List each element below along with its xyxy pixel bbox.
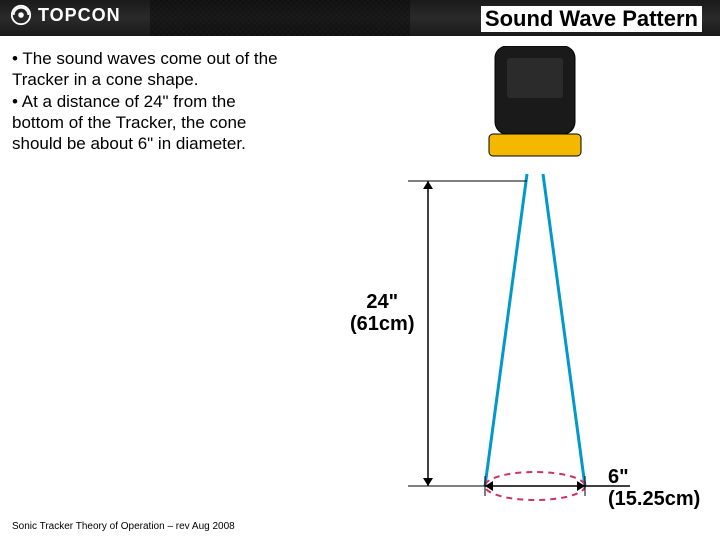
topcon-icon <box>10 4 32 26</box>
horizontal-dim-label: 6" (15.25cm) <box>608 466 700 510</box>
dim-secondary: (15.25cm) <box>608 488 700 510</box>
bullet-list: • The sound waves come out of the Tracke… <box>12 48 282 154</box>
brand-text: TOPCON <box>38 5 121 26</box>
diagram-svg <box>330 46 700 526</box>
vertical-dim-label: 24" (61cm) <box>350 291 414 335</box>
dim-secondary: (61cm) <box>350 313 414 335</box>
cone-right-line <box>543 174 585 486</box>
content-area: • The sound waves come out of the Tracke… <box>0 36 720 540</box>
dim-primary: 6" <box>608 466 700 488</box>
footer-text: Sonic Tracker Theory of Operation – rev … <box>12 521 235 532</box>
vertical-dimension <box>408 181 527 486</box>
tracker-device <box>489 46 581 156</box>
bullet-item: • The sound waves come out of the Tracke… <box>12 48 282 91</box>
dim-primary: 24" <box>350 291 414 313</box>
slide-title: Sound Wave Pattern <box>481 6 702 32</box>
brand-logo: TOPCON <box>10 4 121 26</box>
bullet-item: • At a distance of 24" from the bottom o… <box>12 91 282 155</box>
carbon-texture <box>150 0 410 36</box>
cone-diagram: 24" (61cm) 6" (15.25cm) <box>330 46 700 526</box>
cone-left-line <box>485 174 527 486</box>
